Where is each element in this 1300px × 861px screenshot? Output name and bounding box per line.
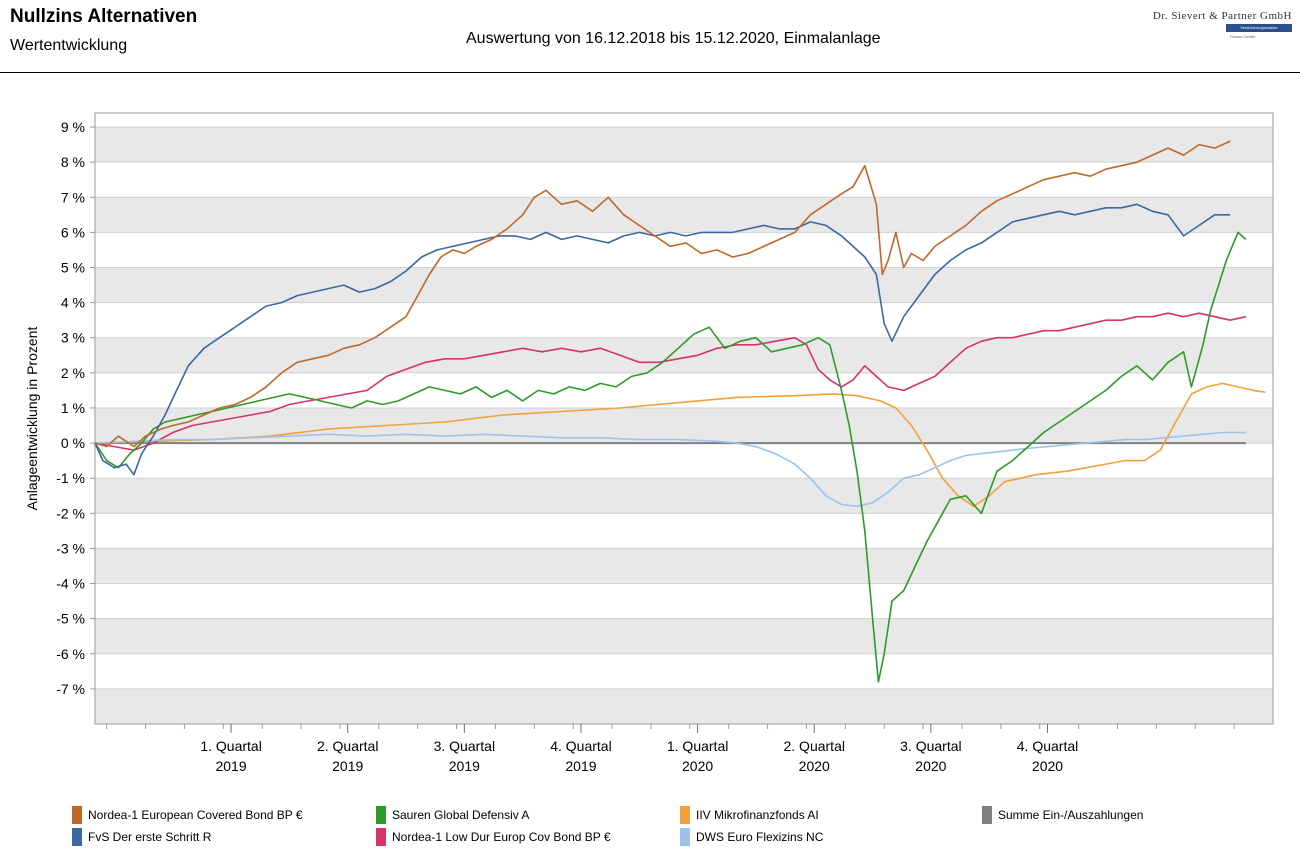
legend-swatch — [72, 828, 82, 846]
logo-bar: Versicherungsmakler — [1226, 24, 1292, 32]
y-tick-label: -2 % — [56, 505, 85, 521]
y-tick-label: 6 % — [61, 224, 85, 240]
legend-item-sauren: Sauren Global Defensiv A — [376, 806, 529, 824]
x-tick-label-year: 2019 — [449, 758, 480, 774]
x-tick-label-year: 2019 — [565, 758, 596, 774]
legend-item-nordea-covered: Nordea-1 European Covered Bond BP € — [72, 806, 303, 824]
grid-band — [95, 407, 1273, 444]
y-tick-label: -3 % — [56, 540, 85, 556]
legend-label: Nordea-1 Low Dur Europ Cov Bond BP € — [392, 830, 611, 844]
chart-legend: Nordea-1 European Covered Bond BP € Saur… — [0, 806, 1300, 856]
x-tick-label: 1. Quartal — [200, 738, 261, 754]
legend-swatch — [680, 828, 690, 846]
x-tick-label: 4. Quartal — [550, 738, 611, 754]
y-tick-label: -7 % — [56, 681, 85, 697]
legend-label: FvS Der erste Schritt R — [88, 830, 212, 844]
grid-band — [95, 197, 1273, 233]
y-axis-label: Anlageentwicklung in Prozent — [24, 327, 40, 511]
x-tick-label: 3. Quartal — [900, 738, 961, 754]
y-tick-label: 3 % — [61, 330, 85, 346]
grid-band — [95, 127, 1273, 163]
page-subtitle: Wertentwicklung — [10, 37, 128, 54]
legend-swatch — [982, 806, 992, 824]
evaluation-period: Auswertung von 16.12.2018 bis 15.12.2020… — [466, 30, 881, 47]
series-line-4 — [94, 312, 1246, 451]
header-divider — [0, 72, 1300, 73]
x-tick-label: 1. Quartal — [667, 738, 728, 754]
legend-item-fvs: FvS Der erste Schritt R — [72, 828, 211, 846]
plot-frame — [94, 112, 1274, 725]
series-line-2 — [94, 231, 1247, 683]
legend-swatch — [680, 806, 690, 824]
legend-label: IIV Mikrofinanzfonds AI — [696, 808, 819, 822]
series-line-3 — [94, 382, 1266, 508]
legend-label: Sauren Global Defensiv A — [392, 808, 530, 822]
x-tick-label-year: 2019 — [215, 758, 246, 774]
page-title: Nullzins Alternativen — [10, 6, 198, 27]
x-tick-label-year: 2020 — [915, 758, 946, 774]
x-tick-label-year: 2020 — [682, 758, 713, 774]
y-tick-label: 0 % — [61, 435, 85, 451]
y-tick-label: -5 % — [56, 611, 85, 627]
y-tick-label: -1 % — [56, 470, 85, 486]
series-line-0 — [94, 140, 1231, 448]
y-tick-label: -4 % — [56, 576, 85, 592]
series-line-5 — [94, 431, 1246, 508]
y-tick-label: 4 % — [61, 295, 85, 311]
x-tick-label: 2. Quartal — [317, 738, 378, 754]
y-tick-label: 8 % — [61, 154, 85, 170]
legend-swatch — [376, 828, 386, 846]
x-tick-label-year: 2019 — [332, 758, 363, 774]
legend-item-dws: DWS Euro Flexizins NC — [680, 828, 823, 846]
legend-label: Nordea-1 European Covered Bond BP € — [88, 808, 303, 822]
legend-item-iiv: IIV Mikrofinanzfonds AI — [680, 806, 819, 824]
y-tick-label: 2 % — [61, 365, 85, 381]
x-tick-label: 4. Quartal — [1017, 738, 1078, 754]
y-tick-label: -6 % — [56, 646, 85, 662]
performance-chart: 9 % 8 % 7 % 6 % 5 % 4 % 3 % 2 % 1 % 0 % -1 % -2 % -3… — [24, 112, 1274, 774]
legend-swatch — [72, 806, 82, 824]
logo-text: Dr. Sievert & Partner GmbH — [1152, 10, 1292, 22]
grid-band — [95, 618, 1273, 654]
legend-swatch — [376, 806, 386, 824]
x-tick-label-year: 2020 — [799, 758, 830, 774]
x-tick-label-year: 2020 — [1032, 758, 1063, 774]
logo-small-text: Finanz-Center — [1230, 34, 1256, 39]
y-tick-label: 7 % — [61, 189, 85, 205]
legend-label: Summe Ein-/Auszahlungen — [998, 808, 1144, 822]
x-tick-label: 3. Quartal — [434, 738, 495, 754]
grid-band — [95, 267, 1273, 303]
y-tick-label: 9 % — [61, 119, 85, 135]
grid-band — [95, 688, 1273, 724]
y-tick-label: 1 % — [61, 400, 85, 416]
grid-band — [95, 548, 1273, 584]
legend-item-nordea-lowdur: Nordea-1 Low Dur Europ Cov Bond BP € — [376, 828, 611, 846]
y-tick-label: 5 % — [61, 260, 85, 276]
legend-item-summe: Summe Ein-/Auszahlungen — [982, 806, 1143, 824]
company-logo: Dr. Sievert & Partner GmbH Versicherungs… — [1126, 10, 1292, 39]
legend-label: DWS Euro Flexizins NC — [696, 830, 824, 844]
grid-band — [95, 478, 1273, 514]
x-tick-label: 2. Quartal — [783, 738, 844, 754]
